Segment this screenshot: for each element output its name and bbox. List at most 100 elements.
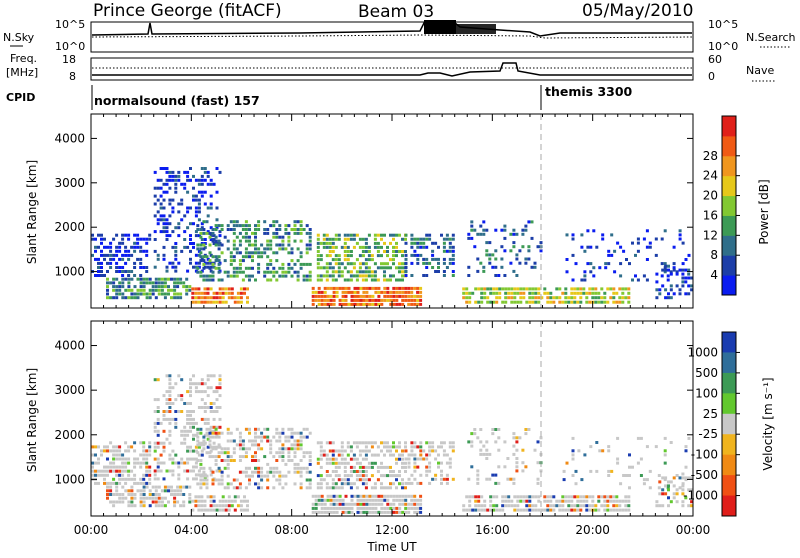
heatmap-cell bbox=[319, 274, 323, 278]
heatmap-cell bbox=[209, 253, 213, 257]
heatmap-cell bbox=[684, 445, 688, 449]
heatmap-cell bbox=[325, 262, 329, 266]
heatmap-cell bbox=[322, 237, 326, 241]
heatmap-cell bbox=[106, 288, 109, 292]
heatmap-cell bbox=[233, 508, 237, 512]
heatmap-cell bbox=[171, 178, 175, 182]
heatmap-cell bbox=[343, 254, 347, 258]
heatmap-cell bbox=[118, 292, 122, 296]
heatmap-cell bbox=[356, 298, 360, 302]
heatmap-cell bbox=[163, 496, 167, 500]
heatmap-cell bbox=[115, 481, 119, 485]
heatmap-cell bbox=[202, 439, 206, 443]
heatmap-cell bbox=[308, 247, 312, 251]
heatmap-cell bbox=[564, 287, 568, 291]
heatmap-cell bbox=[167, 288, 170, 292]
heatmap-cell bbox=[681, 284, 685, 288]
heatmap-cell bbox=[558, 296, 562, 300]
heatmap-cell bbox=[631, 278, 634, 282]
heatmap-cell bbox=[308, 243, 312, 247]
heatmap-cell bbox=[230, 291, 234, 295]
heatmap-cell bbox=[323, 502, 327, 506]
heatmap-cell bbox=[263, 474, 267, 478]
heatmap-cell bbox=[168, 394, 172, 398]
heatmap-cell bbox=[260, 431, 264, 435]
heatmap-cell bbox=[296, 231, 300, 235]
time-tick-label: 16:00 bbox=[475, 523, 510, 537]
heatmap-cell bbox=[603, 495, 607, 499]
heatmap-cell bbox=[483, 499, 487, 503]
heatmap-cell bbox=[170, 277, 173, 281]
heatmap-cell bbox=[218, 417, 222, 421]
heatmap-cell bbox=[687, 268, 691, 272]
heatmap-cell bbox=[232, 239, 236, 243]
heatmap-cell bbox=[235, 486, 239, 490]
heatmap-cell bbox=[371, 510, 375, 514]
heatmap-cell bbox=[401, 453, 404, 457]
heatmap-cell bbox=[254, 247, 257, 251]
heatmap-cell bbox=[133, 457, 137, 461]
heatmap-cell bbox=[202, 259, 206, 263]
heatmap-cell bbox=[567, 508, 571, 512]
heatmap-cell bbox=[355, 241, 359, 245]
heatmap-cell bbox=[159, 441, 163, 445]
heatmap-cell bbox=[218, 406, 222, 409]
heatmap-cell bbox=[518, 249, 522, 253]
heatmap-cell bbox=[625, 258, 628, 261]
heatmap-cell bbox=[251, 259, 254, 263]
heatmap-cell bbox=[241, 455, 245, 459]
heatmap-cell bbox=[209, 499, 213, 503]
heatmap-cell bbox=[368, 498, 372, 502]
heatmap-cell bbox=[209, 178, 213, 182]
heatmap-cell bbox=[167, 500, 170, 504]
heatmap-cell bbox=[564, 296, 568, 300]
heatmap-cell bbox=[109, 261, 113, 265]
heatmap-cell bbox=[510, 499, 514, 503]
heatmap-cell bbox=[316, 274, 320, 278]
heatmap-cell bbox=[398, 294, 402, 298]
heatmap-cell bbox=[525, 495, 529, 499]
heatmap-cell bbox=[500, 228, 504, 232]
heatmap-cell bbox=[103, 465, 106, 469]
heatmap-cell bbox=[328, 237, 332, 241]
heatmap-cell bbox=[585, 495, 589, 499]
y-tick-label: 2000 bbox=[54, 428, 85, 442]
heatmap-cell bbox=[194, 210, 198, 214]
heatmap-cell bbox=[257, 435, 261, 439]
heatmap-cell bbox=[594, 291, 598, 295]
heatmap-cell bbox=[124, 270, 128, 273]
heatmap-cell bbox=[364, 250, 368, 253]
heatmap-cell bbox=[145, 270, 149, 273]
heatmap-cell bbox=[299, 255, 303, 259]
heatmap-cell bbox=[106, 449, 109, 453]
heatmap-cell bbox=[115, 266, 119, 269]
heatmap-cell bbox=[325, 254, 329, 258]
heatmap-cell bbox=[576, 291, 580, 295]
heatmap-cell bbox=[302, 274, 306, 278]
heatmap-cell bbox=[451, 233, 455, 237]
heatmap-cell bbox=[260, 251, 264, 255]
heatmap-cell bbox=[121, 461, 125, 465]
heatmap-cell bbox=[197, 190, 201, 194]
heatmap-cell bbox=[305, 478, 309, 482]
heatmap-cell bbox=[115, 457, 119, 461]
heatmap-cell bbox=[468, 504, 472, 508]
heatmap-cell bbox=[232, 255, 236, 259]
time-tick-label: 00:00 bbox=[74, 523, 109, 537]
heatmap-cell bbox=[509, 232, 513, 236]
heatmap-cell bbox=[209, 410, 213, 413]
heatmap-cell bbox=[94, 469, 97, 473]
heatmap-cell bbox=[168, 453, 172, 457]
heatmap-cell bbox=[248, 482, 251, 486]
heatmap-cell bbox=[335, 510, 339, 514]
heatmap-cell bbox=[442, 245, 446, 249]
heatmap-cell bbox=[367, 233, 371, 237]
heatmap-cell bbox=[224, 287, 228, 291]
heatmap-cell bbox=[244, 255, 248, 259]
heatmap-cell bbox=[395, 478, 398, 482]
heatmap-cell bbox=[606, 495, 610, 499]
heatmap-cell bbox=[525, 300, 529, 304]
heatmap-cell bbox=[130, 477, 134, 481]
heatmap-cell bbox=[287, 262, 291, 266]
